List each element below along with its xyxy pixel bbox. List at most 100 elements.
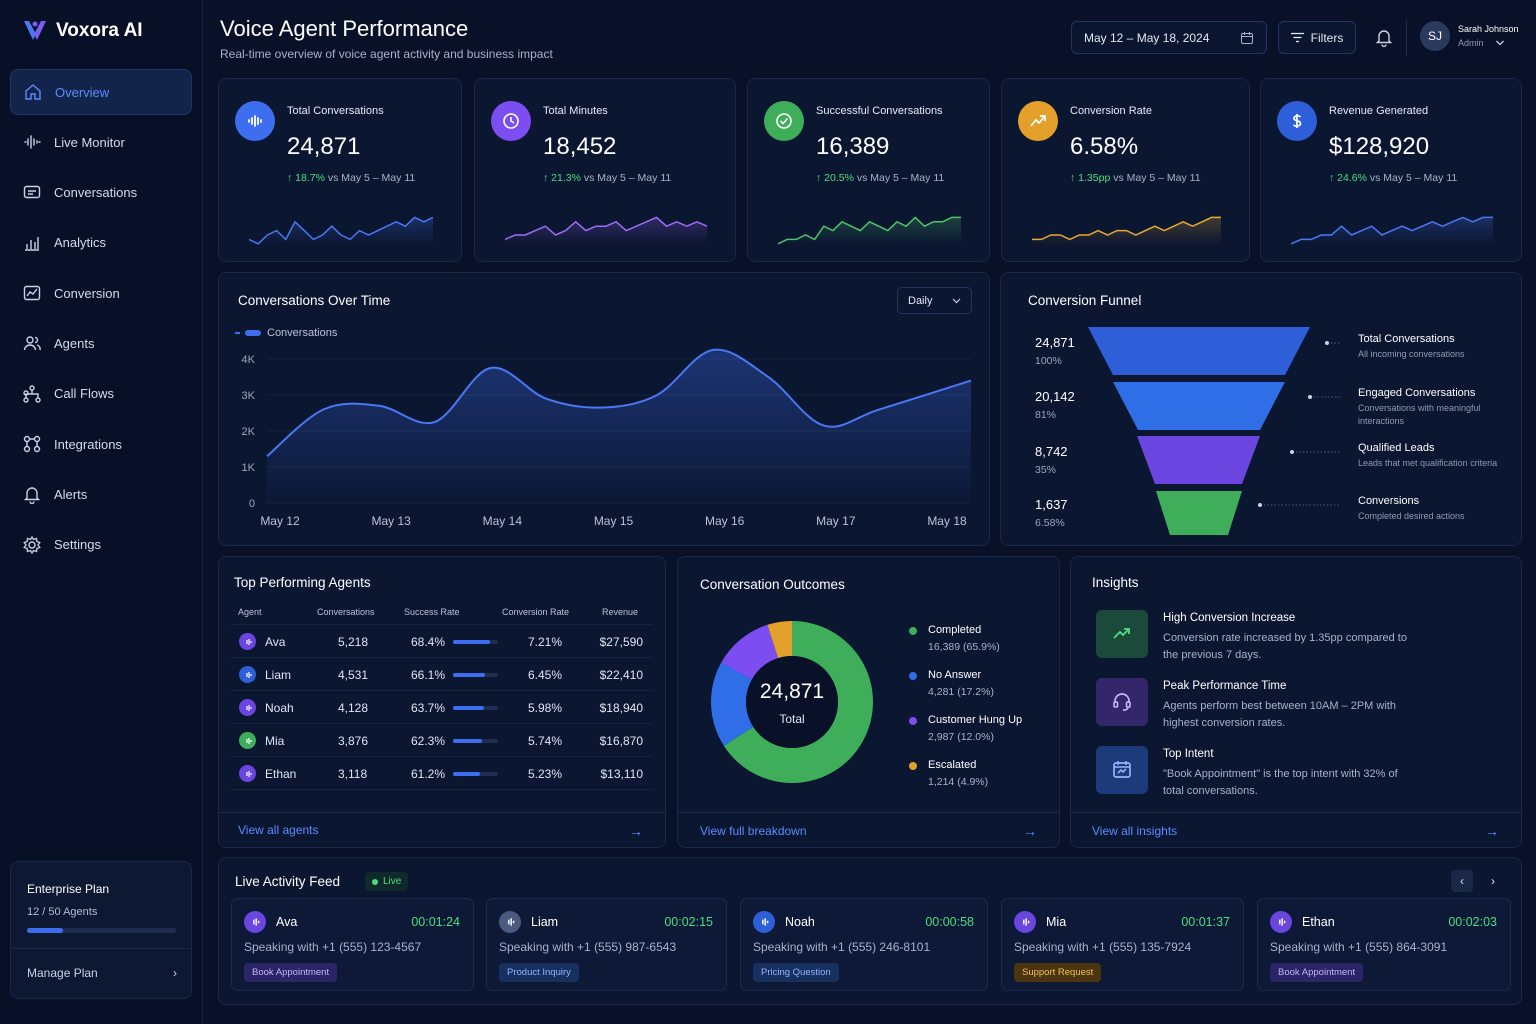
funnel-label: Qualified Leads	[1358, 442, 1435, 454]
view-all-insights[interactable]: View all insights →	[1071, 812, 1521, 847]
view-all-agents[interactable]: View all agents →	[219, 812, 665, 847]
success-bar-fill	[453, 772, 480, 776]
sidebar-item-live-monitor[interactable]: Live Monitor	[10, 119, 192, 165]
notifications-bell-icon[interactable]	[1374, 27, 1394, 47]
live-call-card[interactable]: Liam 00:02:15 Speaking with +1 (555) 987-6…	[486, 898, 727, 991]
kpi-delta: ↑ 21.3% vs May 5 – May 11	[543, 172, 671, 184]
chevron-left-icon: ‹	[1460, 874, 1464, 888]
outcome-name: Escalated	[928, 759, 977, 771]
agent-revenue: $16,870	[599, 734, 643, 748]
table-row[interactable]: Ava 5,218 68.4% 7.21% $27,590	[231, 625, 653, 658]
agent-avatar-icon	[239, 765, 256, 782]
live-dot-icon	[372, 878, 378, 885]
legend-dot	[909, 762, 917, 770]
agent-conversion-rate: 5.98%	[528, 701, 563, 715]
sidebar-item-overview[interactable]: Overview	[10, 69, 192, 115]
sidebar-item-analytics[interactable]: Analytics	[10, 220, 192, 266]
kpi-label: Successful Conversations	[816, 105, 943, 117]
live-call-card[interactable]: Noah 00:00:58 Speaking with +1 (555) 246-8…	[740, 898, 988, 991]
funnel-connector-dot	[1258, 503, 1262, 507]
success-bar	[453, 706, 498, 710]
funnel-percent: 81%	[1035, 409, 1057, 421]
funnel-description: Conversations with meaningful interactio…	[1358, 403, 1481, 426]
agent-avatar-icon	[244, 911, 266, 933]
check-circle-icon	[764, 101, 804, 141]
sidebar-item-integrations[interactable]: Integrations	[10, 421, 192, 467]
funnel-description: All incoming conversations	[1358, 349, 1465, 359]
insights-title: Insights	[1092, 575, 1139, 590]
manage-plan-button[interactable]: Manage Plan ›	[27, 966, 177, 980]
outcomes-card: Conversation Outcomes 24,871 Total Compl…	[677, 556, 1060, 848]
view-breakdown-link[interactable]: View full breakdown	[700, 824, 807, 838]
kpi-card-total-conversations: Total Conversations 24,871 ↑ 18.7% vs May …	[218, 78, 462, 262]
user-menu[interactable]: SJ Sarah Johnson Admin	[1420, 21, 1519, 51]
x-tick-label: May 13	[371, 514, 411, 528]
funnel-value: 20,142	[1035, 389, 1075, 404]
conversations-area-chart: 0 1K 2K 3K 4K May 12 May 13 May 14 May 15 May 16 M…	[242, 348, 972, 528]
sidebar-item-settings[interactable]: Settings	[10, 522, 192, 568]
outcome-value: 16,389 (65.9%)	[928, 641, 1000, 653]
sidebar-item-alerts[interactable]: Alerts	[10, 471, 192, 517]
call-duration: 00:00:58	[925, 915, 974, 929]
view-all-agents-link[interactable]: View all agents	[238, 823, 319, 837]
app-name: Voxora AI	[56, 20, 143, 41]
live-agent-name: Ethan	[1302, 915, 1335, 929]
arrow-right-icon: →	[629, 823, 643, 839]
sidebar-item-label: Alerts	[54, 486, 88, 502]
insight-title: High Conversion Increase	[1163, 612, 1296, 624]
funnel-title: Conversion Funnel	[1028, 293, 1142, 308]
outcome-name: Customer Hung Up	[928, 714, 1023, 726]
date-range-picker[interactable]: May 12 – May 18, 2024	[1071, 21, 1267, 54]
user-role: Admin	[1458, 38, 1484, 48]
trend-up-icon	[1096, 610, 1148, 658]
legend-dot	[909, 672, 917, 680]
view-all-insights-link[interactable]: View all insights	[1092, 824, 1178, 838]
insights-card: Insights High Conversion Increase Convers…	[1070, 556, 1522, 848]
call-duration: 00:01:37	[1181, 915, 1230, 929]
sidebar-item-conversion[interactable]: Conversion	[10, 270, 192, 316]
chevron-down-icon	[1495, 40, 1504, 46]
outcome-value: 1,214 (4.9%)	[928, 776, 989, 788]
view-full-breakdown[interactable]: View full breakdown →	[678, 812, 1059, 847]
sidebar-item-call-flows[interactable]: Call Flows	[10, 371, 192, 417]
agent-name: Noah	[265, 701, 294, 715]
agent-conversations: 4,128	[338, 701, 369, 715]
arrow-right-icon: →	[1023, 823, 1037, 839]
chevron-down-icon	[952, 298, 961, 303]
call-duration: 00:02:15	[664, 915, 713, 929]
agent-success-rate: 66.1%	[411, 668, 446, 682]
live-call-card[interactable]: Mia 00:01:37 Speaking with +1 (555) 135-79…	[1001, 898, 1244, 991]
table-row[interactable]: Ethan 3,118 61.2% 5.23% $13,110	[231, 757, 653, 790]
sidebar-item-conversations[interactable]: Conversations	[10, 170, 192, 216]
success-bar	[453, 640, 498, 644]
insight-description: "Book Appointment" is the top intent wit…	[1163, 768, 1398, 797]
agent-name: Liam	[265, 668, 292, 682]
logo[interactable]: Voxora AI	[22, 18, 143, 44]
agent-name: Ava	[265, 635, 286, 649]
arrow-up-icon: ↑	[543, 172, 552, 184]
next-button[interactable]: ›	[1482, 870, 1504, 892]
sidebar-item-label: Live Monitor	[54, 134, 125, 150]
table-row[interactable]: Noah 4,128 63.7% 5.98% $18,940	[231, 691, 653, 724]
top-agents-title: Top Performing Agents	[234, 575, 371, 590]
kpi-delta-value: 18.7%	[295, 172, 325, 184]
avatar: SJ	[1420, 21, 1450, 51]
live-call-card[interactable]: Ava 00:01:24 Speaking with +1 (555) 123-45…	[231, 898, 474, 991]
granularity-select[interactable]: Daily	[897, 287, 972, 314]
prev-button[interactable]: ‹	[1451, 870, 1473, 892]
donut-total: 24,871	[759, 680, 825, 703]
intent-tag: Product Inquiry	[499, 963, 579, 982]
sidebar-item-agents[interactable]: Agents	[10, 320, 192, 366]
success-bar	[453, 739, 498, 743]
table-row[interactable]: Liam 4,531 66.1% 6.45% $22,410	[231, 658, 653, 691]
filters-button[interactable]: Filters	[1278, 21, 1356, 54]
live-agent-name: Noah	[785, 915, 815, 929]
kpi-value: 24,871	[287, 133, 361, 160]
y-tick-label: 3K	[242, 390, 256, 402]
kpi-compare: vs May 5 – May 11	[1369, 172, 1458, 184]
granularity-value: Daily	[908, 294, 933, 307]
funnel-percent: 100%	[1035, 355, 1062, 367]
live-call-card[interactable]: Ethan 00:02:03 Speaking with +1 (555) 864-…	[1257, 898, 1511, 991]
table-row[interactable]: Mia 3,876 62.3% 5.74% $16,870	[231, 724, 653, 757]
sidebar-item-label: Settings	[54, 537, 101, 553]
